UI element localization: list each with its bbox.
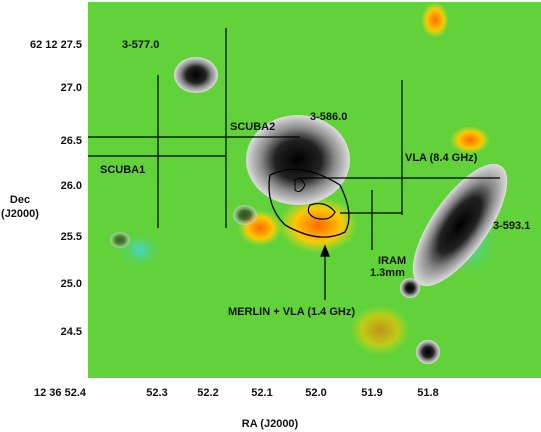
- y-axis-label: (J2000): [1, 208, 39, 220]
- label: VLA (8.4 GHz): [405, 152, 478, 164]
- x-tick-label: 12 36 52.4: [34, 387, 87, 399]
- x-tick-label: 52.2: [197, 387, 218, 399]
- y-tick-label: 26.5: [61, 135, 82, 147]
- label: IRAM: [378, 255, 406, 267]
- label: SCUBA2: [230, 121, 275, 133]
- figure: 3-577.0 SCUBA2 3-586.0 SCUBA1 VLA (8.4 G…: [0, 0, 541, 432]
- label: 1.3mm: [370, 267, 405, 279]
- label: 3-577.0: [122, 39, 159, 51]
- label: 3-586.0: [310, 111, 347, 123]
- y-tick-label: 25.0: [61, 278, 82, 290]
- label: SCUBA1: [100, 164, 145, 176]
- y-tick-label: 26.0: [61, 180, 82, 192]
- y-tick-label: 24.5: [61, 326, 82, 338]
- y-tick-label: 62 12 27.5: [30, 39, 82, 51]
- y-tick-label: 27.0: [61, 82, 82, 94]
- label: 3-593.1: [493, 220, 530, 232]
- y-axis-label: Dec: [10, 194, 30, 206]
- x-tick-label: 52.0: [305, 387, 326, 399]
- image: [88, 2, 541, 378]
- x-tick-label: 52.3: [146, 387, 167, 399]
- x-axis-label: RA (J2000): [242, 418, 299, 430]
- x-tick-label: 51.8: [417, 387, 438, 399]
- x-tick-label: 52.1: [251, 387, 272, 399]
- x-tick-label: 51.9: [361, 387, 382, 399]
- label: MERLIN + VLA (1.4 GHz): [228, 306, 355, 318]
- y-tick-label: 25.5: [61, 231, 82, 243]
